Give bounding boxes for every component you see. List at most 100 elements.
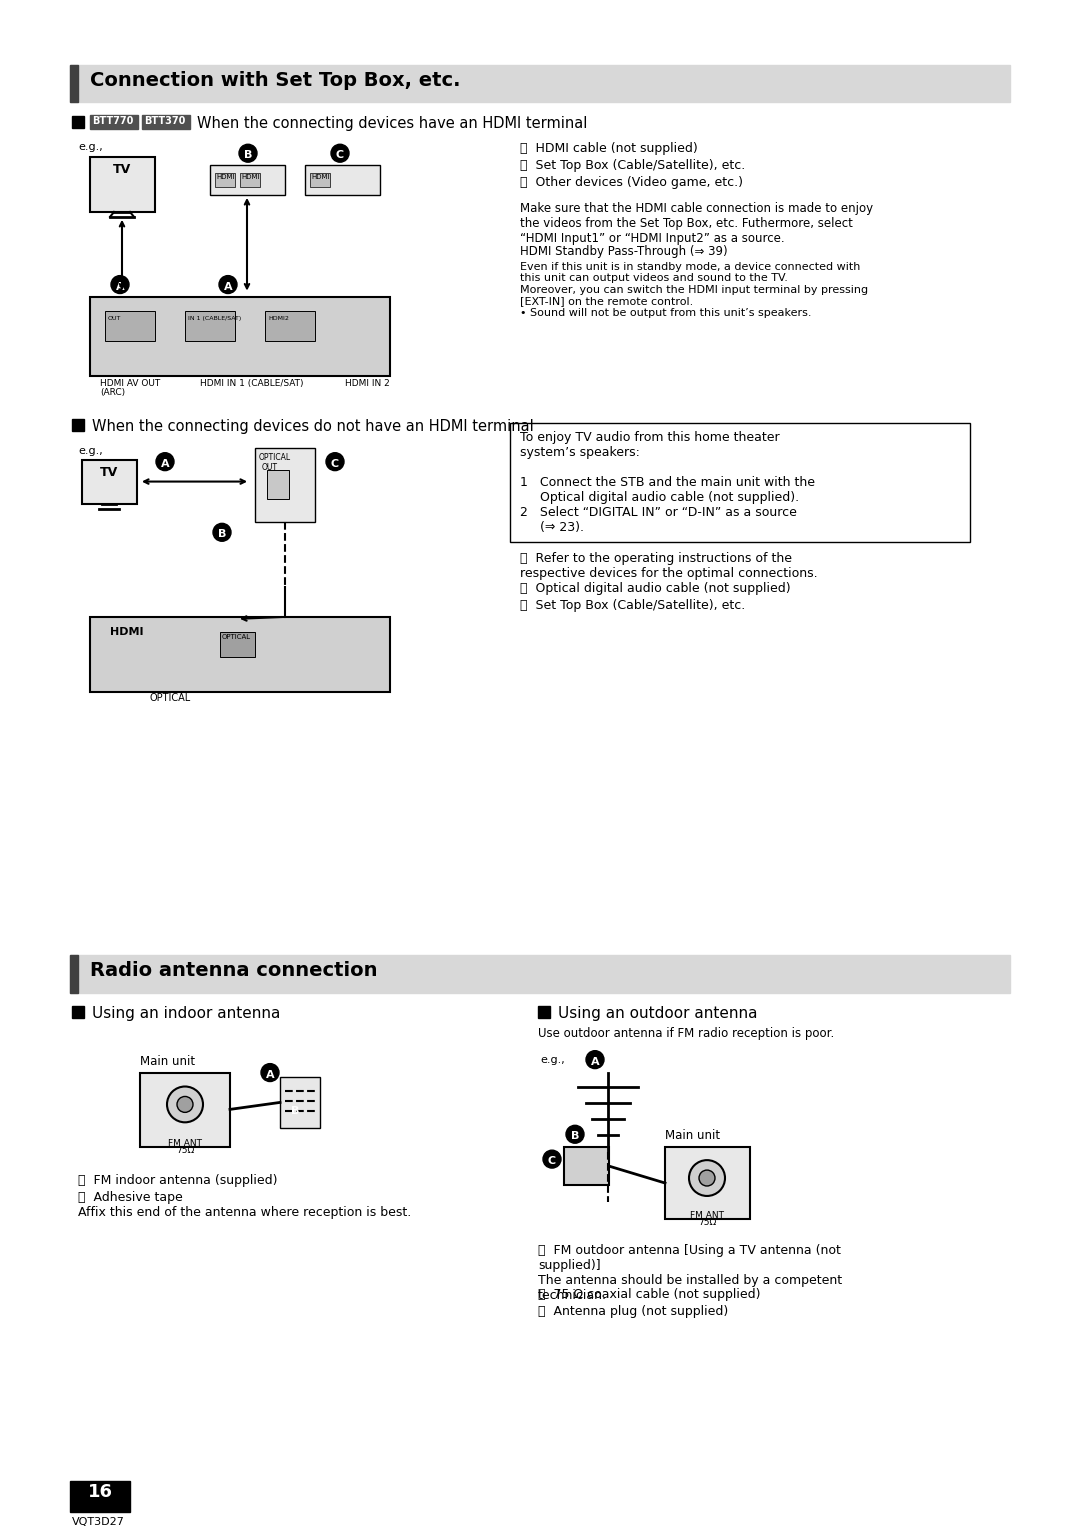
Circle shape — [586, 1051, 604, 1068]
Bar — [210, 165, 285, 196]
Circle shape — [326, 452, 345, 471]
Text: Ⓑ  Optical digital audio cable (not supplied): Ⓑ Optical digital audio cable (not suppl… — [519, 582, 791, 594]
Text: Ⓑ  75 Ω coaxial cable (not supplied): Ⓑ 75 Ω coaxial cable (not supplied) — [538, 1288, 760, 1302]
Text: e.g.,: e.g., — [78, 142, 103, 153]
Text: e.g.,: e.g., — [540, 1054, 565, 1065]
Text: 75Ω: 75Ω — [698, 1218, 716, 1227]
Bar — [140, 1073, 230, 1148]
Bar — [185, 312, 235, 341]
Text: A: A — [591, 1057, 599, 1067]
Bar — [70, 64, 1010, 102]
Bar — [82, 460, 137, 504]
Bar — [105, 312, 156, 341]
Text: Ⓐ  FM outdoor antenna [Using a TV antenna (not
supplied)]
The antenna should be : Ⓐ FM outdoor antenna [Using a TV antenna… — [538, 1244, 842, 1302]
Text: Even if this unit is in standby mode, a device connected with
this unit can outp: Even if this unit is in standby mode, a … — [519, 261, 868, 318]
Circle shape — [213, 524, 231, 541]
Text: C: C — [548, 1157, 556, 1166]
Text: Connection with Set Top Box, etc.: Connection with Set Top Box, etc. — [90, 70, 460, 90]
Text: To enjoy TV audio from this home theater
system’s speakers:

1   Connect the STB: To enjoy TV audio from this home theater… — [519, 431, 815, 533]
Bar — [280, 1077, 320, 1128]
Bar — [70, 955, 78, 993]
Text: When the connecting devices have an HDMI terminal: When the connecting devices have an HDMI… — [197, 116, 588, 131]
Text: HDMI IN 2: HDMI IN 2 — [345, 379, 390, 388]
Bar — [510, 423, 970, 542]
Bar — [90, 157, 156, 212]
Circle shape — [330, 144, 349, 162]
Text: VQT3D27: VQT3D27 — [72, 1517, 125, 1528]
Circle shape — [156, 452, 174, 471]
Text: OPTICAL: OPTICAL — [222, 634, 252, 640]
Text: B: B — [571, 1131, 579, 1141]
Text: OPTICAL: OPTICAL — [259, 452, 292, 461]
Bar — [240, 173, 260, 186]
Text: A: A — [116, 281, 124, 292]
Text: C: C — [336, 150, 345, 160]
Text: Main unit: Main unit — [140, 1054, 195, 1068]
Text: e.g.,: e.g., — [78, 446, 103, 455]
Text: HDMI: HDMI — [311, 174, 329, 180]
Bar — [141, 116, 190, 130]
Circle shape — [177, 1097, 193, 1112]
Text: HDMI Standby Pass-Through (⇒ 39): HDMI Standby Pass-Through (⇒ 39) — [519, 244, 728, 258]
Bar — [70, 955, 1010, 993]
Text: OUT: OUT — [262, 463, 278, 472]
Text: A: A — [266, 1070, 274, 1080]
Text: 16: 16 — [87, 1482, 112, 1500]
Text: Ⓑ  Adhesive tape
Affix this end of the antenna where reception is best.: Ⓑ Adhesive tape Affix this end of the an… — [78, 1190, 411, 1219]
Bar — [72, 1005, 84, 1018]
Circle shape — [543, 1151, 561, 1167]
Circle shape — [167, 1086, 203, 1123]
Text: FM ANT: FM ANT — [690, 1210, 724, 1219]
Text: Ⓐ  HDMI cable (not supplied): Ⓐ HDMI cable (not supplied) — [519, 142, 698, 156]
Bar — [90, 116, 138, 130]
Text: A: A — [161, 458, 170, 469]
Bar — [267, 469, 289, 500]
Text: IN 1 (CABLE/SAT): IN 1 (CABLE/SAT) — [188, 316, 241, 321]
Text: OPTICAL: OPTICAL — [150, 694, 191, 703]
Text: Main unit: Main unit — [665, 1129, 720, 1143]
Circle shape — [219, 275, 237, 293]
Text: Using an indoor antenna: Using an indoor antenna — [92, 1005, 281, 1021]
Bar — [90, 617, 390, 692]
Text: Radio antenna connection: Radio antenna connection — [90, 961, 378, 979]
Bar — [70, 1481, 130, 1513]
Text: HDMI: HDMI — [216, 174, 234, 180]
Bar — [255, 448, 315, 523]
Text: Ⓑ  Set Top Box (Cable/Satellite), etc.: Ⓑ Set Top Box (Cable/Satellite), etc. — [519, 159, 745, 173]
Bar — [72, 419, 84, 431]
Circle shape — [111, 275, 129, 293]
Bar — [564, 1148, 609, 1186]
Circle shape — [261, 1063, 279, 1082]
Text: Using an outdoor antenna: Using an outdoor antenna — [558, 1005, 757, 1021]
Bar — [72, 116, 84, 128]
Text: HDMI AV OUT: HDMI AV OUT — [100, 379, 160, 388]
Text: B: B — [244, 150, 253, 160]
Text: Ⓐ  Refer to the operating instructions of the
respective devices for the optimal: Ⓐ Refer to the operating instructions of… — [519, 552, 818, 581]
Bar — [70, 64, 78, 102]
Circle shape — [699, 1170, 715, 1186]
Text: Use outdoor antenna if FM radio reception is poor.: Use outdoor antenna if FM radio receptio… — [538, 1027, 834, 1041]
Circle shape — [286, 1100, 303, 1118]
Text: C: C — [330, 458, 339, 469]
Circle shape — [566, 1125, 584, 1143]
Text: FM ANT: FM ANT — [168, 1140, 202, 1148]
Bar — [305, 165, 380, 196]
Text: BTT770: BTT770 — [92, 116, 133, 127]
Text: Ⓐ  FM indoor antenna (supplied): Ⓐ FM indoor antenna (supplied) — [78, 1174, 278, 1187]
Bar — [538, 1005, 550, 1018]
Text: Ⓒ  Set Top Box (Cable/Satellite), etc.: Ⓒ Set Top Box (Cable/Satellite), etc. — [519, 599, 745, 613]
Bar — [310, 173, 330, 186]
Text: Ⓒ  Other devices (Video game, etc.): Ⓒ Other devices (Video game, etc.) — [519, 176, 743, 189]
Bar — [665, 1148, 750, 1219]
Text: TV: TV — [113, 163, 131, 176]
Text: OUT: OUT — [108, 316, 121, 321]
Text: When the connecting devices do not have an HDMI terminal: When the connecting devices do not have … — [92, 419, 534, 434]
Text: HDMI: HDMI — [241, 174, 259, 180]
Text: Make sure that the HDMI cable connection is made to enjoy
the videos from the Se: Make sure that the HDMI cable connection… — [519, 202, 873, 244]
Text: HDMI2: HDMI2 — [268, 316, 288, 321]
Text: Ⓒ  Antenna plug (not supplied): Ⓒ Antenna plug (not supplied) — [538, 1305, 728, 1319]
Bar — [215, 173, 235, 186]
Text: BTT370: BTT370 — [144, 116, 186, 127]
Text: TV: TV — [99, 466, 118, 478]
Circle shape — [239, 144, 257, 162]
